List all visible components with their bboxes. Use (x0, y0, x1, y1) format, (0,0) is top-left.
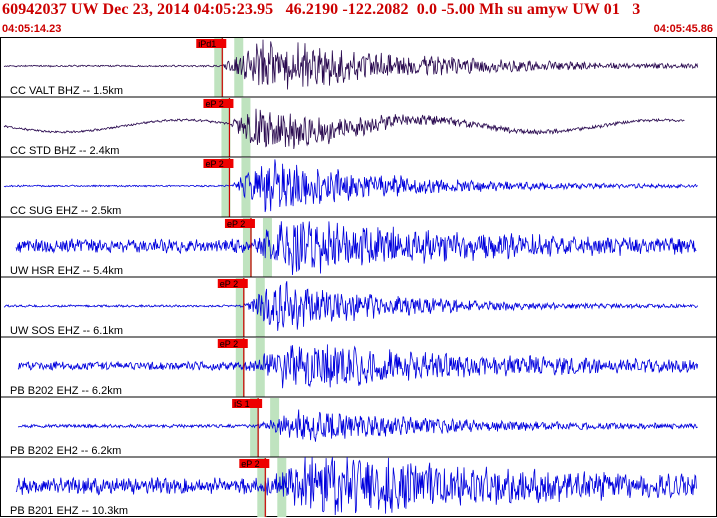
station-label: PB B202 EHZ -- 6.2km (10, 385, 122, 397)
pick-box (217, 279, 248, 288)
trace-2: eP 2 CC STD BHZ -- 2.4km (0, 96, 717, 157)
trace-7: iS 1 PB B202 EH2 -- 6.2km (0, 396, 717, 457)
event-title: 60942037 UW Dec 23, 2014 04:05:23.95 46.… (2, 1, 641, 18)
pick-window (214, 38, 224, 97)
pick-window (221, 98, 231, 157)
pick-label: eP 2 (241, 459, 259, 469)
pick-window (235, 278, 245, 337)
station-label: UW SOS EHZ -- 6.1km (10, 325, 123, 337)
pick-box (224, 219, 255, 228)
pick-box (239, 459, 270, 468)
pick-window (242, 218, 252, 277)
pick-label: eP 2 (205, 99, 223, 109)
trace-8: eP 2 PB B201 EHZ -- 10.3km (0, 456, 717, 517)
waveform (3, 39, 699, 90)
station-label: CC VALT BHZ -- 1.5km (10, 85, 123, 97)
station-label: UW HSR EHZ -- 5.4km (10, 265, 123, 277)
pick-label: eP 2 (220, 339, 238, 349)
trace-5: eP 2 UW SOS EHZ -- 6.1km (0, 276, 717, 337)
trace-3: eP 2 CC SUG EHZ -- 2.5km (0, 156, 717, 217)
pick-box (203, 159, 234, 168)
trace-4: eP 2 UW HSR EHZ -- 5.4km (0, 216, 717, 277)
pick-window (262, 218, 272, 277)
pick-window (241, 158, 251, 217)
pick-window (221, 158, 231, 217)
station-label: CC STD BHZ -- 2.4km (10, 145, 119, 157)
pick-window (235, 338, 245, 397)
pick-box (203, 99, 234, 108)
trace-6: eP 2 PB B202 EHZ -- 6.2km (0, 336, 717, 397)
waveform (17, 344, 699, 389)
station-label: CC SUG EHZ -- 2.5km (10, 205, 121, 217)
pick-label: eP 2 (220, 279, 238, 289)
start-time: 04:05:14.23 (2, 23, 62, 35)
pick-box (232, 399, 263, 408)
trace-1: iPd1 CC VALT BHZ -- 1.5km (3, 38, 699, 97)
pick-box (217, 339, 248, 348)
pick-label: eP 2 (205, 159, 223, 169)
waveform (15, 221, 697, 276)
waveform (18, 409, 698, 442)
end-time: 04:05:45.86 (653, 23, 713, 35)
pick-label: iPd1 (198, 39, 216, 49)
waveform (3, 159, 698, 213)
waveform (3, 108, 685, 150)
waveform (3, 281, 699, 331)
station-label: PB B201 EHZ -- 10.3km (10, 505, 128, 517)
pick-box (196, 39, 227, 48)
pick-label: iS 1 (234, 399, 250, 409)
pick-label: eP 2 (227, 219, 245, 229)
pick-window (270, 398, 280, 457)
station-label: PB B202 EH2 -- 6.2km (10, 445, 121, 457)
waveform (15, 456, 697, 516)
